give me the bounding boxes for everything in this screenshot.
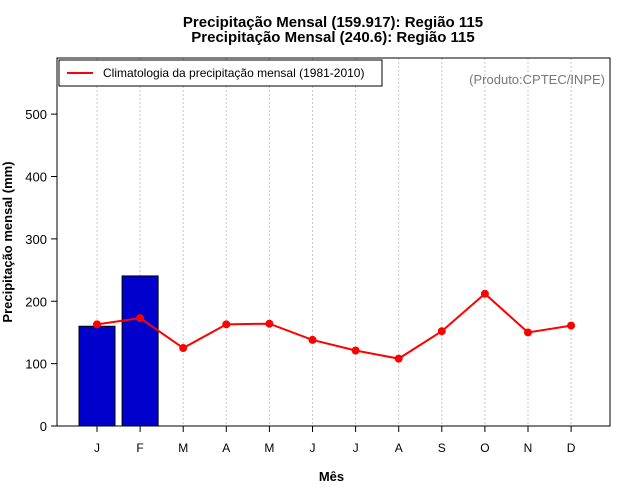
climatology-point-3 [222,320,231,329]
legend: Climatologia da precipitação mensal (198… [58,59,383,87]
x-tick-label: M [264,441,274,455]
x-tick-label: S [438,441,446,455]
climatology-point-9 [480,289,489,298]
climatology-point-1 [136,314,145,323]
climatology-point-10 [524,328,532,337]
y-tick-label: 100 [25,357,47,372]
climatology-point-5 [308,335,317,344]
x-axis-label: Mês [319,469,344,484]
x-tick-label: A [395,441,403,455]
x-tick-label: F [136,441,143,455]
bar-1 [121,275,159,427]
climatology-point-2 [179,344,188,353]
plot-frame [56,57,611,427]
x-tick-label: M [178,441,188,455]
climatology-line [96,292,572,360]
y-tick-label: 200 [25,294,47,309]
climatology-point-0 [93,320,101,329]
x-tick-label: A [222,441,230,455]
x-tick-label: J [94,441,100,455]
x-tick-label: D [567,441,576,455]
climatology-point-11 [567,321,576,330]
bar-0 [78,325,116,427]
grid-lines [96,58,572,426]
x-tick-label: J [310,441,316,455]
x-tick-label: O [480,441,489,455]
chart-title-line-2: Precipitação Mensal (240.6): Região 115 [191,29,474,46]
y-tick-label: 0 [40,419,47,434]
climatology-point-8 [437,327,446,336]
y-tick-label: 500 [25,107,47,122]
climatology-point-6 [351,346,360,355]
bar-series [78,275,159,427]
y-axis: 0 100 200 300 400 500 [25,107,57,434]
y-axis-label: Precipitação mensal (mm) [0,161,15,322]
y-tick-label: 300 [25,232,47,247]
x-tick-label: J [353,441,359,455]
climatology-series [93,289,576,363]
y-tick-label: 400 [25,170,47,185]
legend-entry-climatology: Climatologia da precipitação mensal (198… [103,66,364,80]
legend-box [58,59,383,87]
chart-title-line-1: Precipitação Mensal (159.917): Região 11… [183,14,483,31]
credit-text: (Produto:CPTEC/INPE) [469,72,605,87]
climatology-point-4 [265,319,274,328]
x-tick-label: N [524,441,533,455]
climatology-point-7 [394,354,403,363]
